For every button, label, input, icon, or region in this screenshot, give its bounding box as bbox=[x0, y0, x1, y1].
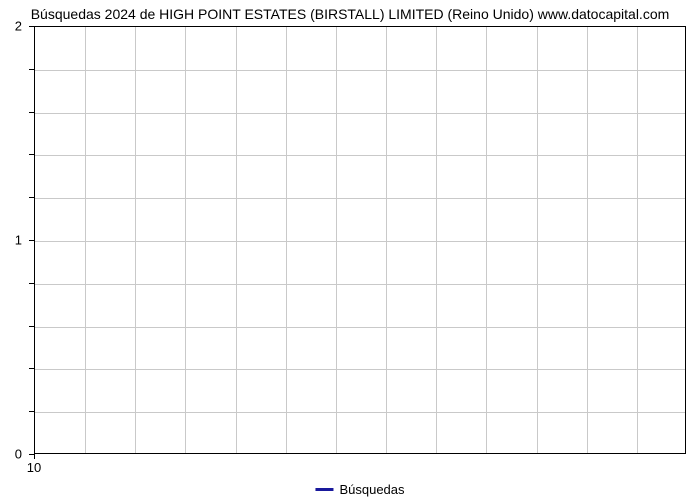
chart-container: Búsquedas 2024 de HIGH POINT ESTATES (BI… bbox=[0, 0, 700, 500]
gridline-v bbox=[386, 27, 387, 453]
legend-label: Búsquedas bbox=[339, 482, 404, 497]
y-tick-mark-minor bbox=[29, 326, 34, 327]
chart-title: Búsquedas 2024 de HIGH POINT ESTATES (BI… bbox=[0, 6, 700, 22]
x-tick-label: 10 bbox=[27, 460, 41, 475]
gridline-v bbox=[537, 27, 538, 453]
gridline-v bbox=[135, 27, 136, 453]
y-tick-mark bbox=[29, 26, 34, 27]
gridline-h bbox=[35, 284, 685, 285]
y-tick-mark-minor bbox=[29, 197, 34, 198]
gridline-h bbox=[35, 327, 685, 328]
gridline-h bbox=[35, 70, 685, 71]
gridline-v bbox=[336, 27, 337, 453]
y-tick-mark-minor bbox=[29, 283, 34, 284]
gridline-v bbox=[185, 27, 186, 453]
gridline-v bbox=[486, 27, 487, 453]
y-tick-label: 2 bbox=[0, 19, 22, 34]
gridline-h bbox=[35, 241, 685, 242]
y-tick-mark-minor bbox=[29, 112, 34, 113]
gridline-v bbox=[286, 27, 287, 453]
legend-line-icon bbox=[315, 488, 333, 491]
gridline-v bbox=[587, 27, 588, 453]
y-tick-label: 0 bbox=[0, 447, 22, 462]
gridline-h bbox=[35, 369, 685, 370]
y-tick-label: 1 bbox=[0, 233, 22, 248]
gridline-v bbox=[85, 27, 86, 453]
y-tick-mark bbox=[29, 240, 34, 241]
gridline-h bbox=[35, 113, 685, 114]
y-tick-mark-minor bbox=[29, 69, 34, 70]
gridline-h bbox=[35, 412, 685, 413]
gridline-v bbox=[436, 27, 437, 453]
legend: Búsquedas bbox=[315, 482, 404, 497]
x-tick-mark bbox=[34, 454, 35, 459]
y-tick-mark-minor bbox=[29, 368, 34, 369]
y-tick-mark-minor bbox=[29, 411, 34, 412]
gridline-v bbox=[637, 27, 638, 453]
gridline-v bbox=[236, 27, 237, 453]
gridline-h bbox=[35, 155, 685, 156]
plot-area bbox=[34, 26, 686, 454]
y-tick-mark-minor bbox=[29, 154, 34, 155]
gridline-h bbox=[35, 198, 685, 199]
